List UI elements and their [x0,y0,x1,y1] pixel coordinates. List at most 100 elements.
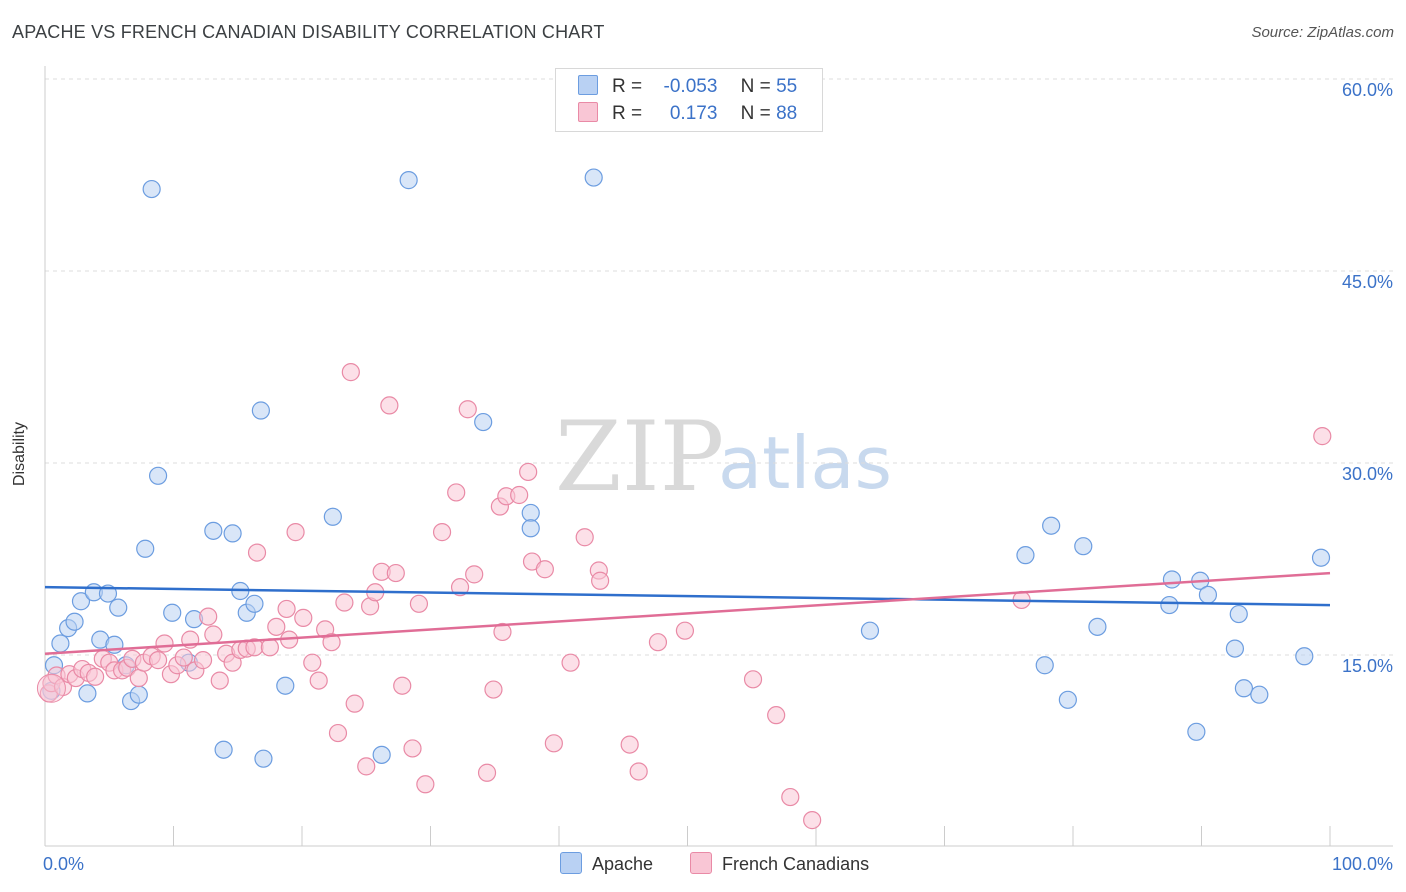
correlation-legend: R = -0.053 N = 55 R = 0.173 N = 88 [555,68,823,132]
french-canadian-point [174,648,193,667]
bottom-legend-apache: Apache [560,852,653,875]
french-canadian-point [267,617,286,636]
french-canadian-point [335,593,354,612]
apache-point [142,179,161,199]
french-canadian-point [199,607,218,626]
apache-point [71,592,91,611]
french-canadian-point [155,634,174,653]
french-canadian-point [803,811,822,830]
x-tick-label-max: 100.0% [1332,854,1393,874]
apache-point [148,466,168,485]
apache-swatch [578,75,598,95]
apache-point [204,521,223,540]
apache-point [276,676,295,695]
apache-point [1042,516,1061,535]
french-canadian-point [477,763,497,782]
french-canadian-point [341,363,360,382]
apache-point [1160,595,1179,615]
french-canadian-point [403,739,422,758]
french-canadian-point [535,560,554,579]
apache-point [1058,690,1077,709]
french-canadian-point [781,787,800,807]
french-canadian-point [561,653,580,672]
apache-point [399,171,418,190]
apache-point [251,401,270,420]
x-tick-label-min: 0.0% [43,854,84,874]
apache-point [372,745,391,764]
apache-point [1295,647,1314,666]
french-canadian-point [393,676,412,695]
apache-point [65,612,84,631]
french-canadian-trend-line [44,571,1331,655]
french-canadian-point [409,594,429,613]
french-canadian-point [328,723,348,743]
french-canadian-point [447,483,466,502]
apache-point [521,519,540,538]
french-legend-swatch [690,852,712,874]
french-canadian-point [675,621,695,640]
apache-point [1229,604,1248,624]
french-canadian-point [458,400,477,419]
french-canadian-point [309,671,328,690]
french-canadian-point [148,651,168,670]
apache-point [1074,537,1093,556]
apache-point [1088,617,1107,636]
french-canadian-point [450,578,470,597]
source-credit: Source: ZipAtlas.com [1251,24,1394,41]
french-canadian-point [648,633,668,652]
french-canadian-point [575,528,594,547]
french-canadian-point [286,523,305,542]
apache-point [78,684,97,703]
apache-point [1250,685,1269,704]
y-tick-label: 60.0% [1342,80,1393,100]
french-canadian-point [629,762,648,781]
apache-point [1225,639,1245,658]
french-n-value: 88 [776,103,798,124]
french-canadian-point [743,670,763,689]
french-canadian-point [510,485,529,505]
apache-point [214,740,233,759]
french-canadian-point [432,523,452,542]
apache-point [1035,656,1054,675]
french-canadian-point [322,633,341,652]
french-r-value: 0.173 [669,103,718,124]
apache-point [129,685,148,704]
watermark-zip: ZIP [555,401,724,513]
apache-point [1198,585,1218,604]
french-canadian-point [345,694,364,713]
french-canadian-point [380,396,399,415]
apache-point [1311,548,1331,567]
french-canadian-point [465,565,484,584]
apache-legend-swatch [560,852,582,874]
apache-point [163,603,182,622]
french-canadian-point [386,563,405,583]
french-canadian-point [519,462,538,482]
french-canadian-cluster-point [36,673,66,703]
french-canadian-point [620,735,639,754]
apache-point [584,168,603,187]
french-canadian-point [484,680,503,699]
french-canadian-point [193,651,213,670]
french-canadian-point [129,668,148,688]
apache-point [254,749,273,768]
french-canadian-point [416,775,435,794]
french-canadian-point [357,757,376,776]
apache-point [323,507,342,526]
legend-row-apache: R = -0.053 N = 55 [578,75,797,99]
french-canadian-point [591,571,610,590]
apache-point [1187,722,1206,741]
apache-r-value: -0.053 [663,76,718,97]
french-canadian-point [260,638,279,657]
apache-point [51,634,70,653]
french-canadian-point [277,599,296,619]
french-canadian-point [86,667,105,686]
chart-title: APACHE VS FRENCH CANADIAN DISABILITY COR… [12,22,605,42]
french-canadian-point [544,734,563,753]
french-legend-label: French Canadians [722,854,870,874]
apache-point [521,503,540,523]
apache-n-value: 55 [776,76,798,97]
french-canadian-point [1313,427,1332,446]
bottom-legend-french: French Canadians [690,852,869,875]
apache-point [1016,546,1035,565]
apache-legend-label: Apache [592,854,654,874]
